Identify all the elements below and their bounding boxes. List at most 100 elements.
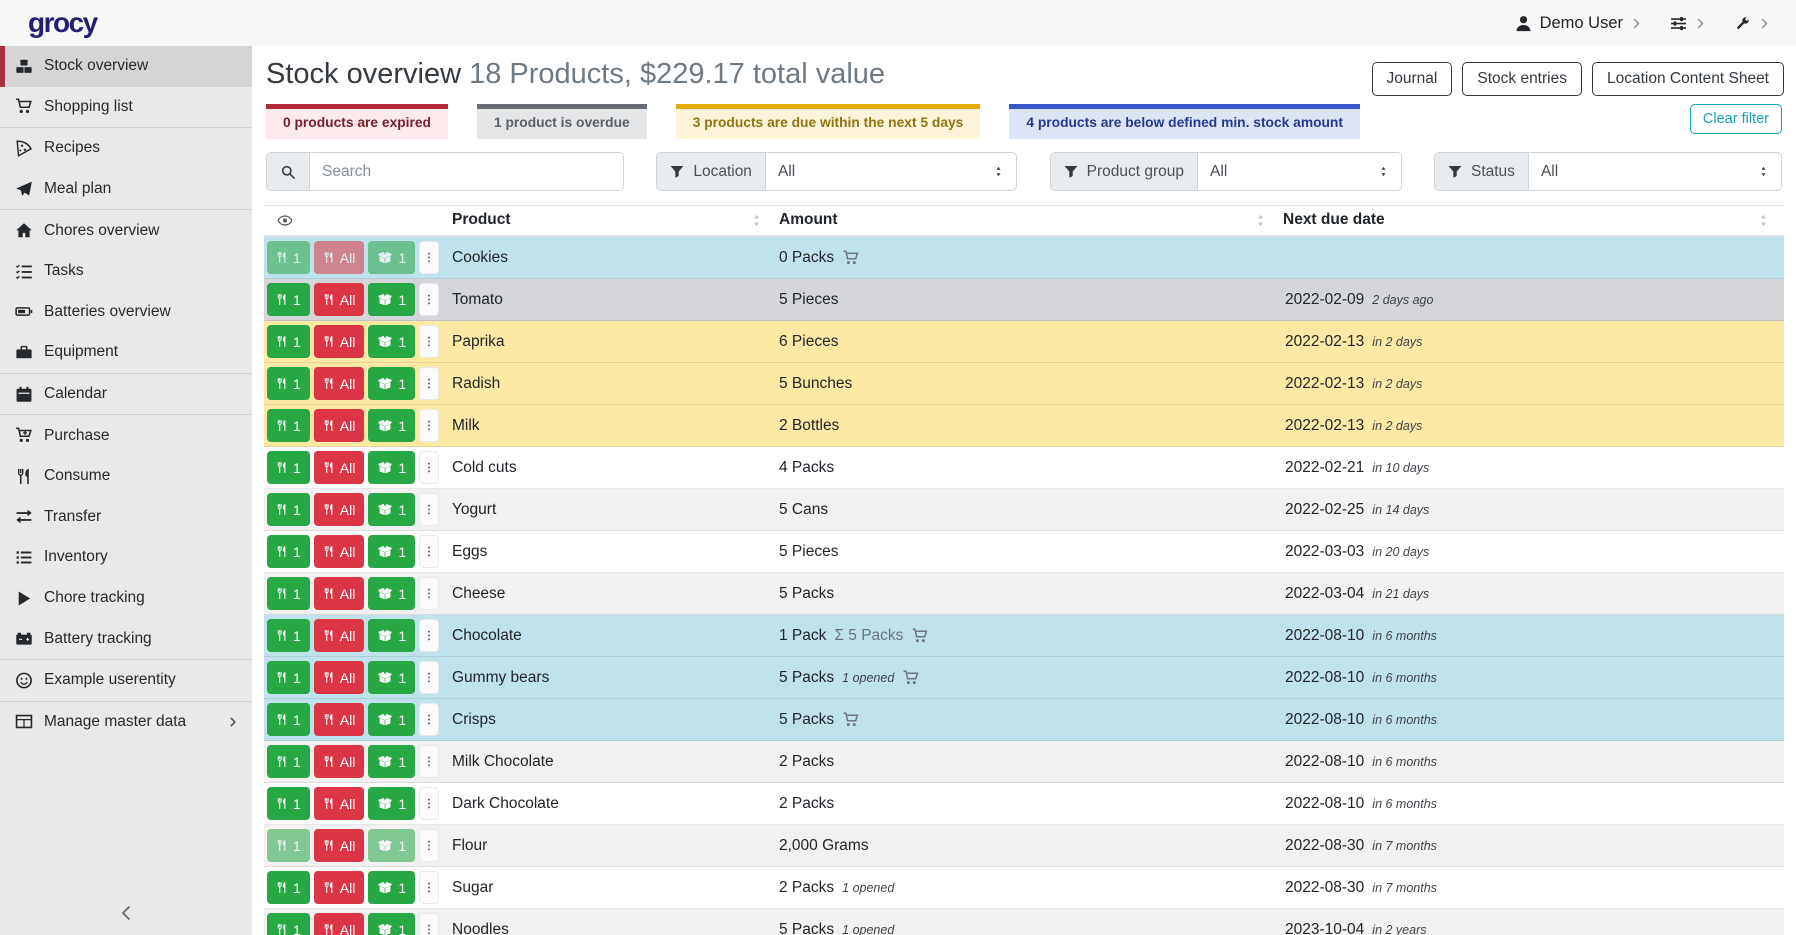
open-one-button[interactable]: 1 [368, 913, 416, 935]
consume-one-button[interactable]: 1 [267, 703, 310, 736]
sidebar-item-stock-overview[interactable]: Stock overview [0, 46, 252, 87]
journal-button[interactable]: Journal [1371, 62, 1453, 96]
consume-one-button[interactable]: 1 [267, 787, 310, 820]
clear-filter-button[interactable]: Clear filter [1689, 104, 1782, 134]
column-header-product[interactable]: Product [450, 211, 777, 229]
open-one-button[interactable]: 1 [368, 619, 416, 652]
row-more-menu-button[interactable] [419, 493, 440, 526]
sidebar-item-manage-master-data[interactable]: Manage master data [0, 702, 252, 743]
consume-one-button[interactable]: 1 [267, 451, 310, 484]
row-more-menu-button[interactable] [419, 913, 440, 935]
user-menu[interactable]: Demo User [1515, 14, 1642, 33]
open-one-button[interactable]: 1 [368, 325, 416, 358]
consume-all-button[interactable]: All [313, 871, 365, 904]
open-one-button[interactable]: 1 [368, 703, 416, 736]
consume-all-button[interactable]: All [313, 493, 365, 526]
open-one-button[interactable]: 1 [368, 493, 416, 526]
status-alert-minstock[interactable]: 4 products are below defined min. stock … [1009, 104, 1360, 139]
settings-menu[interactable] [1670, 15, 1706, 32]
row-more-menu-button[interactable] [419, 325, 440, 358]
consume-all-button[interactable]: All [313, 283, 365, 316]
eye-icon[interactable] [276, 213, 294, 228]
consume-one-button[interactable]: 1 [267, 367, 310, 400]
status-alert-danger[interactable]: 0 products are expired [266, 104, 448, 139]
row-more-menu-button[interactable] [419, 241, 440, 274]
row-more-menu-button[interactable] [419, 409, 440, 442]
sidebar-item-transfer[interactable]: Transfer [0, 497, 252, 538]
row-more-menu-button[interactable] [419, 367, 440, 400]
open-one-button[interactable]: 1 [368, 829, 416, 862]
open-one-button[interactable]: 1 [368, 283, 416, 316]
consume-all-button[interactable]: All [313, 325, 365, 358]
sidebar-item-chore-tracking[interactable]: Chore tracking [0, 578, 252, 619]
consume-one-button[interactable]: 1 [267, 241, 310, 274]
sidebar-item-recipes[interactable]: Recipes [0, 128, 252, 169]
consume-one-button[interactable]: 1 [267, 409, 310, 442]
open-one-button[interactable]: 1 [368, 241, 416, 274]
open-one-button[interactable]: 1 [368, 409, 416, 442]
consume-all-button[interactable]: All [313, 409, 365, 442]
sidebar-item-battery-tracking[interactable]: Battery tracking [0, 618, 252, 659]
consume-all-button[interactable]: All [313, 577, 365, 610]
sidebar-collapse-button[interactable] [0, 905, 252, 921]
open-one-button[interactable]: 1 [368, 577, 416, 610]
sidebar-item-chores-overview[interactable]: Chores overview [0, 210, 252, 251]
consume-all-button[interactable]: All [313, 367, 365, 400]
consume-one-button[interactable]: 1 [267, 913, 310, 935]
sidebar-item-batteries-overview[interactable]: Batteries overview [0, 292, 252, 333]
sidebar-item-purchase[interactable]: Purchase [0, 415, 252, 456]
status-alert-secondary[interactable]: 1 product is overdue [477, 104, 647, 139]
consume-one-button[interactable]: 1 [267, 535, 310, 568]
consume-all-button[interactable]: All [313, 787, 365, 820]
consume-one-button[interactable]: 1 [267, 493, 310, 526]
sidebar-item-calendar[interactable]: Calendar [0, 374, 252, 415]
row-more-menu-button[interactable] [419, 619, 440, 652]
row-more-menu-button[interactable] [419, 787, 440, 820]
sidebar-item-consume[interactable]: Consume [0, 456, 252, 497]
row-more-menu-button[interactable] [419, 577, 440, 610]
sidebar-item-example-userentity[interactable]: Example userentity [0, 660, 252, 701]
open-one-button[interactable]: 1 [368, 661, 416, 694]
search-input[interactable] [310, 153, 623, 190]
row-more-menu-button[interactable] [419, 703, 440, 736]
product-group-select[interactable]: All [1198, 153, 1401, 190]
consume-one-button[interactable]: 1 [267, 745, 310, 778]
consume-all-button[interactable]: All [313, 745, 365, 778]
sidebar-item-inventory[interactable]: Inventory [0, 537, 252, 578]
sidebar-item-shopping-list[interactable]: Shopping list [0, 87, 252, 128]
row-more-menu-button[interactable] [419, 871, 440, 904]
status-select[interactable]: All [1529, 153, 1781, 190]
grocy-logo[interactable]: grocy [28, 7, 98, 38]
row-more-menu-button[interactable] [419, 451, 440, 484]
column-header-amount[interactable]: Amount [777, 211, 1281, 229]
consume-all-button[interactable]: All [313, 241, 365, 274]
consume-all-button[interactable]: All [313, 661, 365, 694]
consume-all-button[interactable]: All [313, 829, 365, 862]
location-content-sheet-button[interactable]: Location Content Sheet [1591, 62, 1784, 96]
open-one-button[interactable]: 1 [368, 871, 416, 904]
consume-all-button[interactable]: All [313, 913, 365, 935]
consume-one-button[interactable]: 1 [267, 577, 310, 610]
row-more-menu-button[interactable] [419, 283, 440, 316]
consume-one-button[interactable]: 1 [267, 619, 310, 652]
admin-menu[interactable] [1734, 15, 1770, 32]
consume-all-button[interactable]: All [313, 451, 365, 484]
row-more-menu-button[interactable] [419, 661, 440, 694]
consume-all-button[interactable]: All [313, 535, 365, 568]
open-one-button[interactable]: 1 [368, 787, 416, 820]
row-more-menu-button[interactable] [419, 535, 440, 568]
column-header-next-due-date[interactable]: Next due date [1281, 211, 1784, 229]
consume-one-button[interactable]: 1 [267, 661, 310, 694]
open-one-button[interactable]: 1 [368, 745, 416, 778]
consume-one-button[interactable]: 1 [267, 283, 310, 316]
open-one-button[interactable]: 1 [368, 535, 416, 568]
row-more-menu-button[interactable] [419, 829, 440, 862]
location-select[interactable]: All [766, 153, 1016, 190]
stock-entries-button[interactable]: Stock entries [1462, 62, 1582, 96]
sidebar-item-tasks[interactable]: Tasks [0, 251, 252, 292]
consume-one-button[interactable]: 1 [267, 871, 310, 904]
consume-one-button[interactable]: 1 [267, 325, 310, 358]
open-one-button[interactable]: 1 [368, 367, 416, 400]
consume-one-button[interactable]: 1 [267, 829, 310, 862]
consume-all-button[interactable]: All [313, 703, 365, 736]
